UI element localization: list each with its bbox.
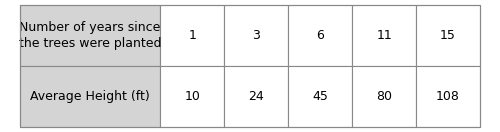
Text: 11: 11	[376, 29, 392, 42]
Bar	[288, 5, 352, 66]
Bar	[224, 5, 288, 66]
Text: 10: 10	[184, 90, 200, 103]
Text: 80: 80	[376, 90, 392, 103]
Text: 6: 6	[316, 29, 324, 42]
Bar	[416, 5, 480, 66]
Bar	[20, 66, 160, 127]
Bar	[352, 5, 416, 66]
Text: 24: 24	[248, 90, 264, 103]
Text: Average Height (ft): Average Height (ft)	[30, 90, 150, 103]
Text: 45: 45	[312, 90, 328, 103]
Text: Number of years since
the trees were planted: Number of years since the trees were pla…	[19, 21, 162, 50]
Text: 3: 3	[252, 29, 260, 42]
Text: 108: 108	[436, 90, 460, 103]
Bar	[224, 66, 288, 127]
Bar	[20, 5, 160, 66]
Text: 15: 15	[440, 29, 456, 42]
Bar	[288, 66, 352, 127]
Bar	[416, 66, 480, 127]
Bar	[352, 66, 416, 127]
Bar	[160, 66, 224, 127]
Text: 1: 1	[188, 29, 196, 42]
Bar	[160, 5, 224, 66]
